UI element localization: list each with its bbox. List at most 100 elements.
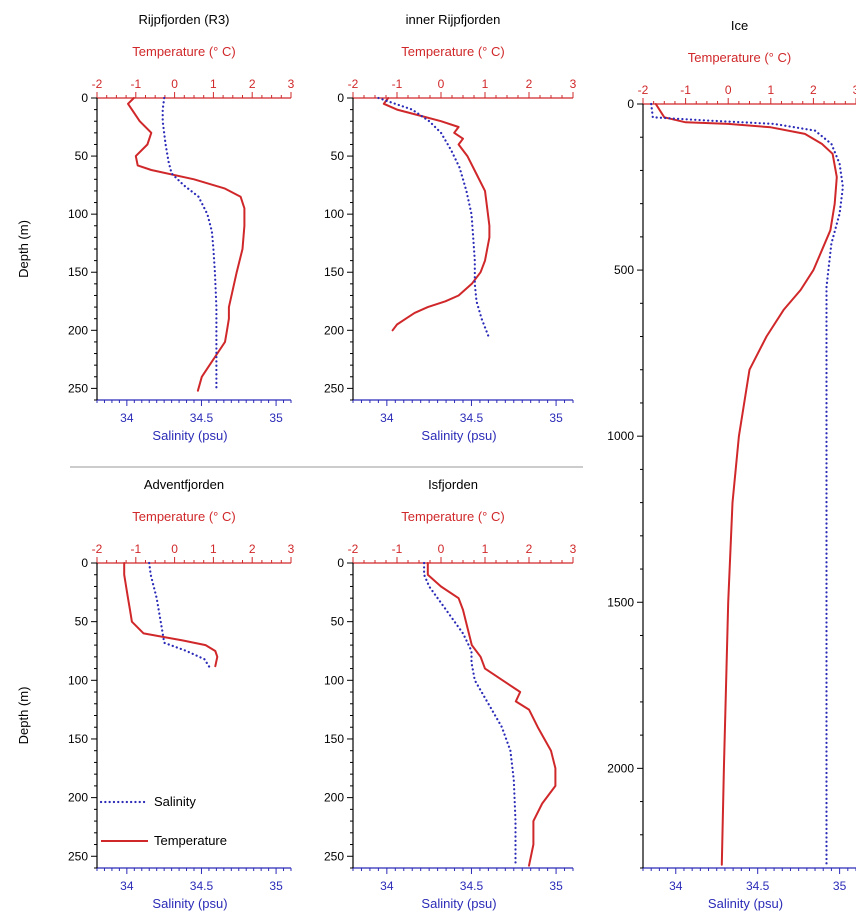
temperature-axis-label: Temperature (° C) (401, 44, 504, 59)
temperature-tick-label: 0 (725, 83, 732, 97)
depth-tick-label: 0 (81, 556, 88, 570)
temperature-axis-label: Temperature (° C) (688, 50, 791, 65)
panel-title: Ice (731, 18, 748, 33)
temperature-profile-line (426, 562, 557, 867)
salinity-tick-label: 35 (549, 411, 563, 425)
salinity-tick-label: 35 (549, 879, 563, 893)
chart-panel-4: Adventfjorden Temperature (° C) -2 -1 0 1 2 3 34… (16, 477, 295, 911)
temperature-tick-label: -1 (392, 77, 403, 91)
salinity-tick-label: 34.5 (460, 411, 484, 425)
salinity-tick-label: 34.5 (190, 879, 214, 893)
panel-title: inner Rijpfjorden (406, 12, 501, 27)
depth-tick-label: 50 (75, 615, 89, 629)
temperature-tick-label: 3 (288, 77, 295, 91)
temperature-profile-line (654, 103, 838, 866)
salinity-axis-label: Salinity (psu) (152, 896, 227, 911)
salinity-tick-label: 34.5 (190, 411, 214, 425)
panel-title: Adventfjorden (144, 477, 224, 492)
temperature-tick-label: 1 (482, 542, 489, 556)
temperature-tick-label: 1 (482, 77, 489, 91)
depth-tick-label: 200 (68, 791, 88, 805)
depth-tick-label: 50 (331, 149, 345, 163)
depth-tick-label: 150 (68, 265, 88, 279)
depth-axis-label: Depth (m) (16, 687, 31, 745)
temperature-tick-label: 2 (249, 542, 256, 556)
salinity-tick-label: 34 (380, 879, 394, 893)
legend-salinity-label: Salinity (154, 794, 196, 809)
temperature-tick-label: 2 (526, 542, 533, 556)
salinity-axis-label: Salinity (psu) (421, 896, 496, 911)
temperature-profile-line (382, 97, 491, 332)
temperature-axis-label: Temperature (° C) (132, 509, 235, 524)
temperature-tick-label: 1 (210, 542, 217, 556)
salinity-axis-label: Salinity (psu) (708, 896, 783, 911)
depth-tick-label: 200 (68, 323, 88, 337)
depth-tick-label: 2000 (607, 761, 634, 775)
depth-tick-label: 250 (324, 381, 344, 395)
salinity-axis-label: Salinity (psu) (421, 428, 496, 443)
panel-title: Isfjorden (428, 477, 478, 492)
temperature-profile-line (123, 562, 219, 668)
salinity-profile-line (423, 561, 517, 867)
depth-tick-label: 150 (324, 732, 344, 746)
chart-panel-2: inner Rijpfjorden Temperature (° C) -2 -1 0 1… (324, 12, 577, 443)
salinity-tick-label: 34 (120, 411, 134, 425)
temperature-tick-label: -1 (130, 77, 141, 91)
temperature-tick-label: -1 (130, 542, 141, 556)
chart-panel-3: Ice Temperature (° C) -2 -1 0 1 2 3 34 34.5 35 Sali… (607, 18, 856, 911)
depth-tick-label: 100 (68, 673, 88, 687)
depth-tick-label: 50 (75, 149, 89, 163)
temperature-tick-label: -2 (348, 77, 359, 91)
temperature-tick-label: 2 (810, 83, 817, 97)
temperature-tick-label: -1 (680, 83, 691, 97)
depth-tick-label: 1000 (607, 429, 634, 443)
salinity-tick-label: 34 (380, 411, 394, 425)
panel-title: Rijpfjorden (R3) (138, 12, 229, 27)
temperature-tick-label: -1 (392, 542, 403, 556)
depth-tick-label: 150 (68, 732, 88, 746)
chart-panel-1: Rijpfjorden (R3) Temperature (° C) -2 -1 0 1 2… (16, 12, 295, 443)
salinity-profile-line (377, 96, 490, 338)
temperature-axis-label: Temperature (° C) (132, 44, 235, 59)
temperature-tick-label: 0 (171, 77, 178, 91)
salinity-profile-line (161, 96, 218, 392)
salinity-tick-label: 34.5 (460, 879, 484, 893)
salinity-profile-line (148, 561, 212, 670)
temperature-tick-label: 3 (570, 77, 577, 91)
salinity-tick-label: 35 (833, 879, 847, 893)
temperature-tick-label: 0 (171, 542, 178, 556)
legend: Salinity Temperature (99, 794, 227, 848)
salinity-tick-label: 34.5 (746, 879, 770, 893)
depth-tick-label: 0 (337, 91, 344, 105)
depth-tick-label: 250 (68, 849, 88, 863)
depth-tick-label: 50 (331, 615, 345, 629)
depth-tick-label: 250 (324, 849, 344, 863)
temperature-tick-label: -2 (92, 542, 103, 556)
depth-tick-label: 100 (68, 207, 88, 221)
depth-tick-label: 150 (324, 265, 344, 279)
depth-tick-label: 0 (337, 556, 344, 570)
depth-tick-label: 500 (614, 263, 634, 277)
depth-tick-label: 200 (324, 323, 344, 337)
temperature-tick-label: 0 (438, 77, 445, 91)
temperature-tick-label: 3 (570, 542, 577, 556)
temperature-tick-label: -2 (92, 77, 103, 91)
depth-tick-label: 100 (324, 673, 344, 687)
depth-tick-label: 250 (68, 381, 88, 395)
temperature-tick-label: 1 (767, 83, 774, 97)
temperature-tick-label: 2 (526, 77, 533, 91)
temperature-axis-label: Temperature (° C) (401, 509, 504, 524)
depth-tick-label: 0 (81, 91, 88, 105)
depth-axis-label: Depth (m) (16, 220, 31, 278)
depth-tick-label: 1500 (607, 595, 634, 609)
depth-tick-label: 100 (324, 207, 344, 221)
depth-tick-label: 0 (627, 97, 634, 111)
temperature-tick-label: 3 (288, 542, 295, 556)
temperature-tick-label: -2 (348, 542, 359, 556)
salinity-profile-line (650, 102, 845, 866)
temperature-tick-label: 1 (210, 77, 217, 91)
temperature-tick-label: -2 (638, 83, 649, 97)
salinity-tick-label: 34 (120, 879, 134, 893)
temperature-tick-label: 3 (853, 83, 856, 97)
